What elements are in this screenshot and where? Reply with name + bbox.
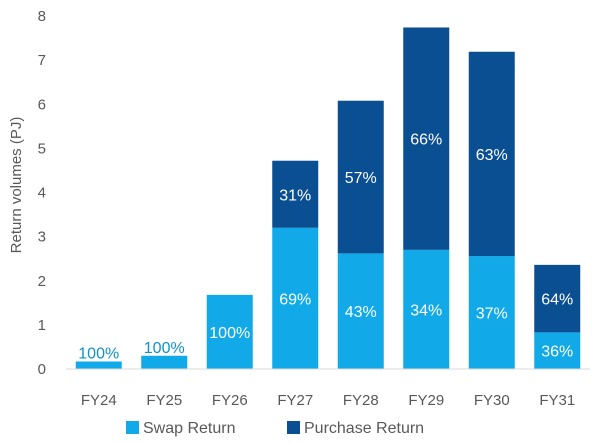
y-tick-label: 6 (38, 96, 46, 113)
swap-return-bar (206, 294, 253, 369)
data-label: 100% (209, 325, 250, 342)
swap-return-bar (272, 227, 319, 369)
swap-return-bar (337, 253, 384, 369)
data-label: 36% (541, 344, 573, 361)
x-tick-label: FY24 (81, 392, 117, 409)
data-label: 100% (78, 345, 119, 362)
y-axis-title: Return volumes (PJ) (8, 117, 25, 254)
swap-return-bar (534, 332, 581, 369)
x-tick-label: FY27 (277, 392, 313, 409)
legend-label: Purchase Return (304, 420, 424, 437)
x-tick-label: FY28 (343, 392, 379, 409)
data-label: 37% (476, 306, 508, 323)
y-tick-label: 8 (38, 8, 46, 25)
x-tick-label: FY26 (212, 392, 248, 409)
purchase-return-bar (403, 27, 450, 250)
data-label: 64% (541, 292, 573, 309)
purchase-return-bar (337, 100, 384, 254)
legend: Swap Return Purchase Return (126, 420, 424, 437)
data-label: 63% (476, 147, 508, 164)
y-tick-label: 1 (38, 317, 46, 334)
x-tick-label: FY30 (474, 392, 510, 409)
x-tick-label: FY29 (408, 392, 444, 409)
data-label: 31% (279, 187, 311, 204)
swap-return-bar (141, 355, 188, 369)
data-label: 57% (345, 170, 377, 187)
x-tick-label: FY25 (146, 392, 182, 409)
swap-return-bar (403, 249, 450, 369)
y-tick-label: 7 (38, 52, 46, 69)
swap-return-bar (75, 361, 122, 369)
data-label: 66% (410, 132, 442, 149)
purchase-return-bar (272, 160, 319, 228)
legend-swatch (287, 421, 300, 434)
x-axis-ticks: FY24 FY25 FY26 FY27 FY28 FY29 FY30 FY31 (81, 392, 575, 409)
y-tick-label: 3 (38, 229, 46, 246)
y-tick-label: 4 (38, 185, 46, 202)
purchase-return-bar (534, 264, 581, 333)
data-label: 34% (410, 302, 442, 319)
swap-return-bar (468, 256, 515, 369)
x-tick-label: FY31 (539, 392, 575, 409)
data-label: 100% (144, 340, 185, 357)
legend-label: Swap Return (143, 420, 236, 437)
legend-swatch (126, 421, 139, 434)
bars: 100% 100% 100% 69% 31% 43% 57% 34% 66% 37% 63% 36% 6… (75, 27, 581, 369)
purchase-return-bar (468, 51, 515, 257)
y-axis-ticks: 0 1 2 3 4 5 6 7 8 (38, 8, 46, 378)
y-tick-label: 2 (38, 273, 46, 290)
data-label: 69% (279, 291, 311, 308)
y-tick-label: 5 (38, 140, 46, 157)
data-label: 43% (345, 304, 377, 321)
y-tick-label: 0 (38, 361, 46, 378)
